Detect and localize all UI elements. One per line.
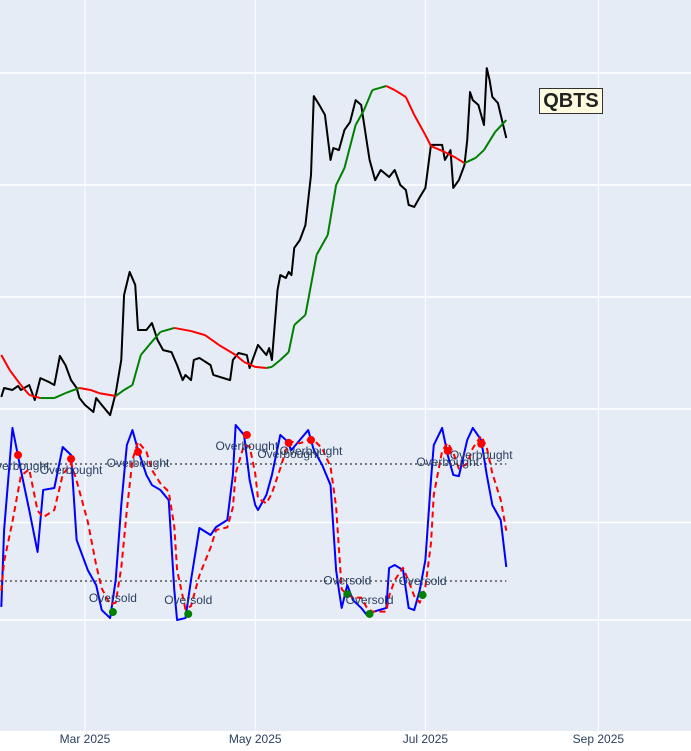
ma-segment bbox=[494, 119, 508, 133]
ma-segment bbox=[8, 369, 22, 386]
signal-label: Overbought bbox=[280, 444, 343, 458]
ma-segment bbox=[315, 234, 329, 256]
signal-label: Overbought bbox=[0, 459, 50, 473]
ma-segment bbox=[115, 389, 125, 397]
signal-label: Oversold bbox=[346, 593, 394, 607]
signal-marker bbox=[343, 590, 352, 599]
x-tick-label: May 2025 bbox=[229, 732, 282, 746]
ma-segment bbox=[430, 145, 446, 154]
signal-label: Overbought bbox=[257, 447, 320, 461]
signal-marker bbox=[134, 447, 143, 456]
x-tick-label: Mar 2025 bbox=[60, 732, 111, 746]
series-line bbox=[0, 423, 508, 622]
ma-segment bbox=[148, 331, 162, 346]
x-tick-label: Jul 2025 bbox=[403, 732, 449, 746]
ma-segment bbox=[271, 359, 281, 368]
ma-segment bbox=[474, 149, 485, 159]
ma-segment bbox=[343, 124, 357, 169]
signal-marker bbox=[365, 609, 374, 618]
signal-label: Oversold bbox=[164, 593, 212, 607]
ma-segment bbox=[174, 326, 192, 333]
ma-segment bbox=[287, 324, 296, 353]
signal-label: Overbought bbox=[107, 456, 170, 470]
signal-marker bbox=[184, 609, 193, 618]
ma-segment bbox=[394, 89, 407, 98]
ma-segment bbox=[90, 389, 100, 395]
ma-segment bbox=[354, 109, 365, 126]
ma-segment bbox=[424, 134, 432, 147]
signal-marker bbox=[67, 454, 76, 463]
ma-segment bbox=[483, 131, 496, 151]
signal-label: Oversold bbox=[89, 591, 137, 605]
ma-segment bbox=[235, 354, 245, 363]
ma-segment bbox=[255, 365, 267, 370]
ma-segment bbox=[413, 114, 427, 136]
signal-label: Overbought bbox=[40, 463, 103, 477]
signal-marker bbox=[14, 451, 23, 460]
ma-segment bbox=[326, 184, 338, 236]
ma-segment bbox=[372, 85, 387, 92]
ma-segment bbox=[131, 354, 142, 386]
ma-segment bbox=[363, 89, 374, 111]
signal-marker bbox=[443, 446, 452, 455]
series-line bbox=[0, 434, 508, 613]
ma-segment bbox=[404, 96, 416, 116]
ma-segment bbox=[20, 384, 30, 396]
signal-marker bbox=[284, 438, 293, 447]
ma-segment bbox=[218, 344, 237, 356]
signal-label: Oversold bbox=[399, 574, 447, 588]
ma-segment bbox=[444, 151, 457, 159]
signal-label: Overbought bbox=[215, 439, 278, 453]
ma-segment bbox=[123, 384, 133, 391]
signal-label: Oversold bbox=[323, 573, 371, 587]
ma-segment bbox=[190, 330, 206, 337]
ma-segment bbox=[279, 351, 290, 361]
ma-segment bbox=[53, 392, 66, 399]
signal-label: Overbought bbox=[416, 455, 479, 469]
ma-segment bbox=[204, 334, 220, 346]
signal-marker bbox=[477, 439, 486, 448]
ma-segment bbox=[266, 365, 273, 370]
ma-segment bbox=[464, 157, 477, 164]
ma-segment bbox=[79, 386, 91, 391]
ma-segment bbox=[140, 344, 150, 356]
ma-segment bbox=[65, 387, 80, 395]
ma-segment bbox=[455, 157, 465, 164]
ma-segment bbox=[304, 254, 318, 316]
ma-segment bbox=[293, 314, 307, 326]
ma-segment bbox=[0, 354, 11, 371]
ticker-annotation: QBTS bbox=[539, 88, 603, 114]
signal-marker bbox=[418, 591, 427, 600]
ma-segment bbox=[243, 361, 256, 368]
signal-marker bbox=[242, 430, 251, 439]
signal-label: Overbought bbox=[450, 448, 513, 462]
ma-segment bbox=[160, 326, 175, 333]
x-tick-label: Sep 2025 bbox=[573, 732, 625, 746]
ma-segment bbox=[385, 85, 396, 91]
ma-segment bbox=[98, 392, 116, 398]
ma-segment bbox=[28, 393, 41, 400]
ma-segment bbox=[335, 167, 346, 186]
signal-marker bbox=[307, 436, 316, 445]
series-line bbox=[0, 67, 508, 417]
signal-marker bbox=[108, 608, 117, 617]
